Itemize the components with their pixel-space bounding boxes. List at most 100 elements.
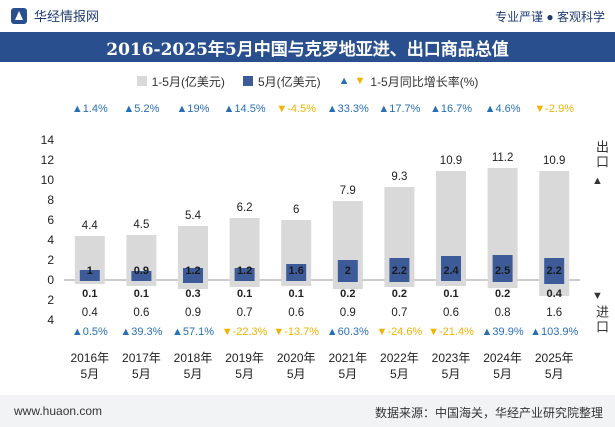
x-tick-label-month: 5月: [287, 367, 306, 381]
export-monthly-label: 0.9: [134, 265, 149, 277]
export-monthly-bar: [389, 258, 410, 280]
import-monthly-label: 0.1: [289, 288, 304, 300]
x-tick-label-month: 5月: [132, 367, 151, 381]
import-cumulative-label: 0.6: [443, 307, 459, 319]
export-monthly-label: 2.2: [547, 265, 562, 277]
import-cumulative-bar: [126, 280, 157, 286]
export-cumulative-label: 4.5: [133, 219, 149, 231]
y-tick-label: 4: [47, 233, 54, 247]
export-growth-label: ▲14.5%: [224, 103, 266, 115]
export-growth-label: ▲17.7%: [378, 103, 420, 115]
import-cumulative-bar: [384, 280, 415, 287]
export-growth-label: ▲19%: [177, 103, 210, 115]
export-cumulative-label: 6: [293, 204, 299, 216]
x-tick-label-month: 5月: [545, 367, 564, 381]
footer: www.huaon.com 数据来源：中国海关，华经产业研究院整理: [0, 395, 615, 427]
export-cumulative-label: 10.9: [543, 155, 565, 167]
x-tick-label-month: 5月: [235, 367, 254, 381]
brand-name: 华经情报网: [34, 9, 100, 24]
export-growth-label: ▼-2.9%: [534, 103, 574, 115]
y-tick-label: 0: [47, 273, 54, 287]
import-cumulative-bar: [332, 280, 363, 289]
export-monthly-label: 2: [345, 265, 351, 277]
import-monthly-label: 0.4: [547, 288, 563, 300]
top-bar: 华经情报网 专业严谨 ● 客观科学: [0, 0, 615, 32]
import-cumulative-label: 0.8: [495, 307, 511, 319]
export-growth-label: ▼-4.5%: [276, 103, 316, 115]
export-growth-label: ▲1.4%: [72, 103, 108, 115]
export-monthly-label: 2.4: [443, 265, 459, 277]
import-arrow-icon: ▼: [592, 290, 603, 302]
x-tick-label-month: 5月: [493, 367, 512, 381]
export-arrow-icon: ▲: [592, 175, 603, 187]
x-tick-label-year: 2021年: [328, 351, 367, 365]
import-growth-label: ▲103.9%: [530, 326, 578, 338]
y-tick-label: 2: [47, 253, 54, 267]
import-monthly-label: 0.2: [495, 288, 510, 300]
export-cumulative-label: 9.3: [391, 171, 407, 183]
import-cumulative-label: 0.6: [288, 307, 304, 319]
chart-title: 2016-2025年5月中国与克罗地亚进、出口商品总值: [0, 32, 615, 62]
y-tick-label: 10: [41, 173, 55, 187]
legend-item-growth: ▲ ▼ 1-5月同比增长率(%): [339, 73, 479, 90]
import-monthly-label: 0.1: [82, 288, 97, 300]
export-label-text: 出口: [594, 140, 609, 170]
legend-swatch-cumulative: [136, 76, 147, 86]
import-growth-label: ▲57.1%: [172, 326, 214, 338]
legend-label-cumulative: 1-5月(亿美元): [151, 74, 225, 89]
x-tick-label-month: 5月: [80, 367, 99, 381]
y-tick-label: 4: [47, 313, 54, 327]
export-monthly-bar: [183, 268, 203, 280]
import-cumulative-bar: [281, 280, 312, 286]
legend-item-monthly: 5月(亿美元): [242, 73, 321, 90]
export-cumulative-label: 7.9: [340, 185, 356, 197]
import-monthly-bar: [286, 280, 307, 281]
import-cumulative-bar: [74, 280, 105, 284]
import-monthly-label: 0.3: [185, 288, 200, 300]
import-cumulative-bar: [487, 280, 518, 288]
huajing-logo-icon: [11, 7, 27, 24]
legend-swatch-monthly: [242, 76, 253, 86]
import-monthly-label: 0.2: [340, 288, 355, 300]
import-monthly-label: 0.1: [443, 288, 458, 300]
import-side-label: 进口: [592, 305, 611, 335]
import-growth-label: ▼-21.4%: [428, 326, 474, 338]
export-cumulative-label: 11.2: [492, 152, 514, 164]
export-monthly-label: 1.2: [237, 265, 252, 277]
import-cumulative-label: 0.4: [82, 307, 99, 319]
export-monthly-bar: [286, 264, 307, 280]
export-growth-label: ▲5.2%: [123, 103, 159, 115]
footer-url[interactable]: www.huaon.com: [14, 404, 103, 418]
x-tick-label-month: 5月: [442, 367, 461, 381]
import-monthly-label: 0.1: [237, 288, 252, 300]
brand[interactable]: 华经情报网: [10, 6, 99, 25]
trade-chart: 14 12 10 8 6 4 2 0 2 4 4.4 1 0.1 0.4 ▲1.4% ▲0.5% 2016年 5月…: [41, 103, 580, 381]
import-monthly-label: 0.2: [392, 288, 407, 300]
y-tick-label: 12: [41, 153, 55, 167]
export-cumulative-label: 10.9: [440, 155, 462, 167]
import-monthly-bar: [234, 280, 255, 281]
triangle-down-icon: ▼: [354, 75, 366, 87]
import-cumulative-label: 0.7: [391, 307, 407, 319]
import-cumulative-label: 0.9: [185, 307, 201, 319]
export-cumulative-label: 4.4: [82, 220, 99, 232]
export-monthly-bar: [544, 258, 565, 280]
import-cumulative-label: 0.6: [133, 307, 149, 319]
import-cumulative-bar: [436, 280, 466, 286]
import-growth-label: ▲39.9%: [482, 326, 524, 338]
import-growth-label: ▲39.3%: [120, 326, 162, 338]
x-tick-label-year: 2019年: [225, 351, 264, 365]
y-tick-label: 2: [47, 293, 54, 307]
import-monthly-bar: [79, 280, 100, 281]
x-tick-label-year: 2017年: [122, 351, 161, 365]
export-monthly-label: 2.5: [495, 265, 510, 277]
export-cumulative-label: 6.2: [237, 202, 253, 214]
import-cumulative-bar: [229, 280, 260, 287]
import-growth-label: ▼-24.6%: [377, 326, 423, 338]
export-monthly-label: 1.6: [289, 265, 304, 277]
export-monthly-bar: [79, 270, 100, 280]
import-monthly-bar: [544, 280, 565, 284]
x-tick-label-year: 2022年: [380, 351, 419, 365]
export-monthly-bar: [441, 256, 461, 280]
x-tick-label-month: 5月: [184, 367, 203, 381]
